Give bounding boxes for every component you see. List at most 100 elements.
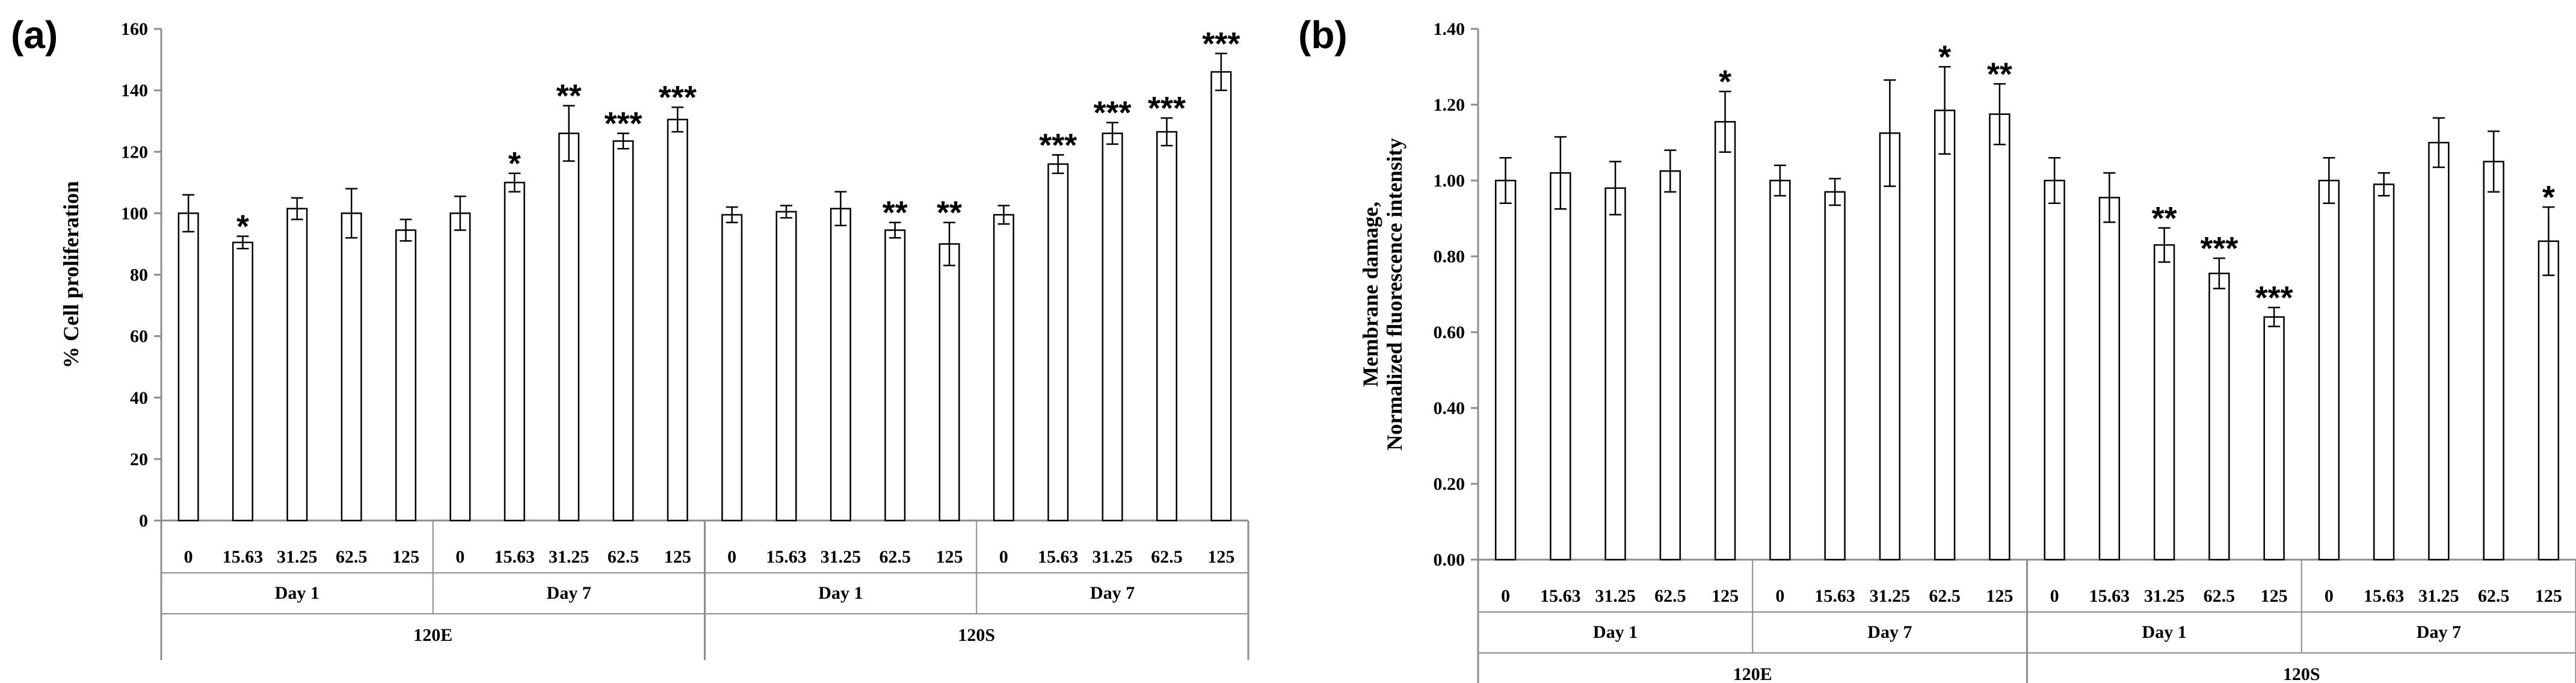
x-category-label: 15.63 bbox=[2089, 586, 2130, 606]
significance-mark: ** bbox=[556, 78, 582, 114]
bar bbox=[558, 132, 580, 522]
x-category-label: 125 bbox=[1986, 586, 2013, 606]
y-tick-label: 0 bbox=[139, 511, 148, 531]
significance-mark: *** bbox=[1094, 95, 1132, 131]
x-category-label: 0 bbox=[1501, 586, 1510, 606]
x-category-label: 31.25 bbox=[821, 547, 861, 567]
bar bbox=[340, 212, 362, 522]
day-label: Day 1 bbox=[818, 583, 863, 603]
bar bbox=[721, 214, 743, 522]
bar bbox=[830, 208, 851, 522]
bar bbox=[1494, 179, 1517, 561]
y-tick-label: 1.20 bbox=[1434, 95, 1465, 115]
significance-mark: *** bbox=[604, 106, 642, 142]
x-category-label: 0 bbox=[184, 547, 193, 567]
significance-mark: ** bbox=[883, 195, 908, 231]
x-category-label: 125 bbox=[936, 547, 963, 567]
significance-mark: *** bbox=[659, 79, 697, 116]
significance-mark: *** bbox=[1039, 127, 1077, 163]
bar bbox=[938, 243, 960, 522]
x-category-label: 31.25 bbox=[549, 547, 590, 567]
y-axis-title: % Cell proliferation bbox=[59, 181, 83, 368]
significance-mark: * bbox=[2542, 179, 2555, 215]
bar bbox=[177, 212, 199, 522]
x-category-label: 15.63 bbox=[495, 547, 535, 567]
panel-label-a: (a) bbox=[11, 13, 58, 57]
x-category-label: 31.25 bbox=[1595, 586, 1636, 606]
chart-a-cell-proliferation: 0 20 40 60 80 100 120 140 160 % Cell proliferatio… bbox=[59, 19, 1249, 660]
x-category-label: 62.5 bbox=[879, 547, 911, 567]
bar bbox=[667, 119, 688, 522]
bar bbox=[2098, 197, 2121, 561]
day-label: Day 1 bbox=[2142, 622, 2187, 642]
bar bbox=[286, 208, 308, 522]
significance-mark: * bbox=[236, 209, 249, 245]
bar bbox=[2208, 273, 2230, 561]
y-tick-label: 0.80 bbox=[1434, 247, 1465, 267]
bar bbox=[232, 241, 254, 522]
x-category-label: 125 bbox=[1712, 586, 1739, 606]
bar bbox=[1102, 132, 1123, 522]
x-category-label: 62.5 bbox=[608, 547, 639, 567]
x-category-label: 0 bbox=[2050, 586, 2059, 606]
bar bbox=[1879, 132, 1901, 561]
x-category-label: 62.5 bbox=[336, 547, 368, 567]
significance-mark: * bbox=[1719, 64, 1731, 100]
y-tick-label: 40 bbox=[130, 388, 148, 408]
day-label: Day 7 bbox=[547, 583, 591, 603]
x-category-label: 62.5 bbox=[1929, 586, 1961, 606]
day-label: Day 7 bbox=[2417, 622, 2461, 642]
x-category-label: 31.25 bbox=[2144, 586, 2185, 606]
bar bbox=[1714, 121, 1736, 561]
bar bbox=[884, 229, 906, 522]
bar bbox=[395, 229, 417, 522]
x-category-label: 125 bbox=[2535, 586, 2562, 606]
x-category-label: 15.63 bbox=[1814, 586, 1855, 606]
x-category-label: 0 bbox=[2325, 586, 2334, 606]
chart-b-membrane-damage: 0.00 0.20 0.40 0.60 0.80 1.00 1.20 1.40 Membrane… bbox=[1358, 19, 2576, 683]
x-category-label: 31.25 bbox=[1870, 586, 1911, 606]
day-label: Day 1 bbox=[275, 583, 319, 603]
y-axis-title-line1: Membrane damage, bbox=[1358, 202, 1382, 387]
x-category-label: 15.63 bbox=[2364, 586, 2405, 606]
panel-label-b: (b) bbox=[1298, 13, 1348, 57]
x-category-label: 62.5 bbox=[2478, 586, 2510, 606]
material-label: 120E bbox=[1733, 664, 1772, 683]
day-label: Day 7 bbox=[1867, 622, 1912, 642]
bar bbox=[2428, 141, 2450, 561]
y-tick-label: 0.60 bbox=[1434, 323, 1465, 342]
significance-mark: *** bbox=[1202, 26, 1240, 62]
bar bbox=[2373, 184, 2395, 561]
x-category-label: 125 bbox=[664, 547, 691, 567]
x-category-label: 62.5 bbox=[1151, 547, 1183, 567]
x-category-label: 31.25 bbox=[277, 547, 318, 567]
bar bbox=[1769, 179, 1791, 561]
bar bbox=[612, 140, 634, 522]
significance-mark: * bbox=[508, 146, 521, 182]
y-tick-label: 1.00 bbox=[1434, 171, 1465, 191]
bar bbox=[1156, 131, 1177, 522]
bar bbox=[2318, 179, 2340, 561]
significance-mark: *** bbox=[1148, 90, 1186, 126]
y-tick-label: 140 bbox=[121, 81, 148, 100]
day-label: Day 7 bbox=[1090, 583, 1135, 603]
y-tick-label: 60 bbox=[130, 327, 148, 347]
significance-mark: ** bbox=[937, 195, 962, 231]
bar bbox=[1550, 172, 1571, 561]
bar bbox=[1604, 187, 1626, 561]
significance-mark: * bbox=[1938, 39, 1951, 75]
bar bbox=[1210, 71, 1232, 522]
x-category-label: 0 bbox=[1775, 586, 1784, 606]
x-category-label: 0 bbox=[455, 547, 464, 567]
bar bbox=[2263, 316, 2285, 561]
bar bbox=[1824, 191, 1846, 561]
x-category-label: 0 bbox=[727, 547, 736, 567]
y-tick-label: 0.00 bbox=[1434, 550, 1465, 570]
bar bbox=[2483, 161, 2504, 561]
bar bbox=[504, 182, 525, 522]
y-tick-label: 0.40 bbox=[1434, 398, 1465, 418]
y-tick-label: 120 bbox=[121, 142, 148, 162]
bar bbox=[2537, 240, 2560, 561]
x-category-label: 125 bbox=[2261, 586, 2288, 606]
